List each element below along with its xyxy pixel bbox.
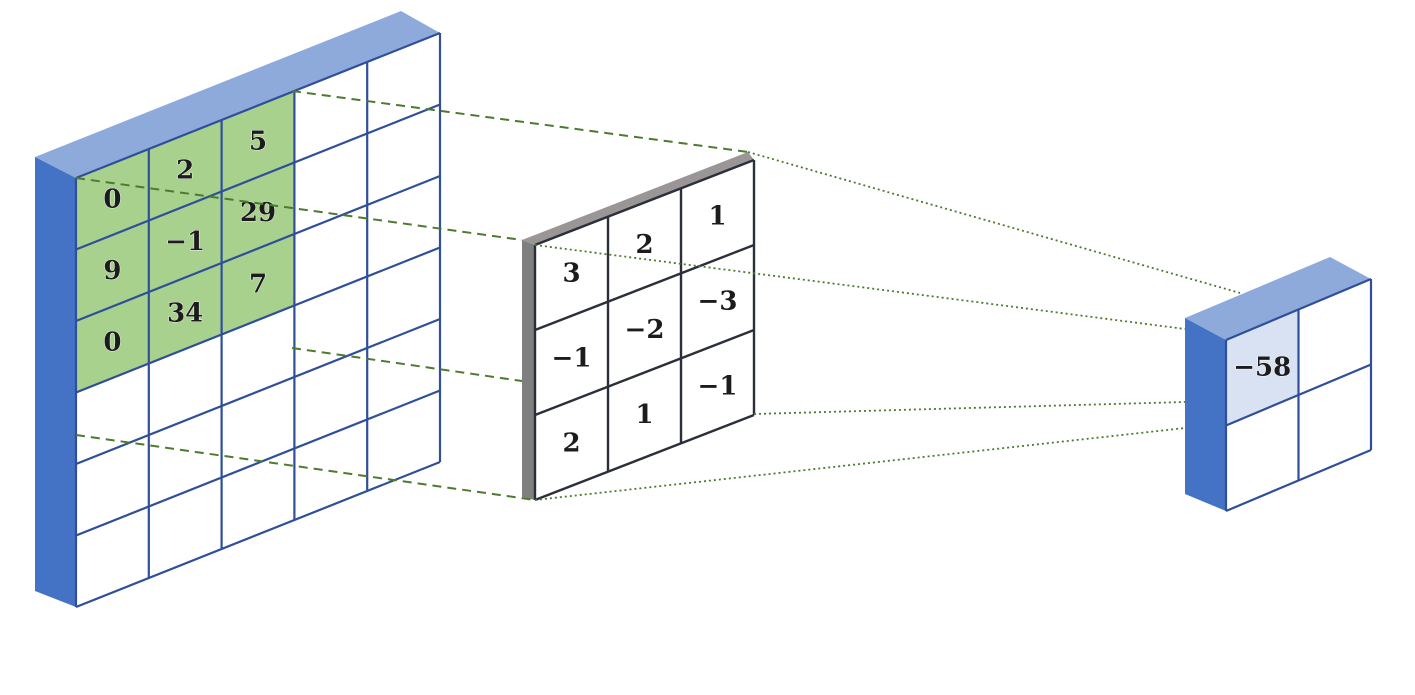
kernel-grid-row-line (534, 243, 755, 332)
input-highlight-cell (76, 149, 149, 250)
output-matrix-side-face (1185, 318, 1226, 511)
connector-input-to-kernel (291, 347, 523, 382)
output-result-cell (1226, 309, 1299, 426)
kernel-grid-row-line (534, 328, 755, 417)
kernel-cell-value: −1 (552, 343, 592, 373)
input-grid-row-line (75, 460, 441, 609)
projection-lines (75, 90, 1241, 501)
connector-kernel-to-output (747, 151, 1241, 294)
input-matrix-top-face (35, 11, 440, 178)
kernel-grid-row-line (534, 158, 755, 247)
input-grid-row-line (75, 246, 441, 394)
input-grid-row-line (75, 31, 441, 180)
input-cell-value: 2 (176, 155, 194, 185)
kernel-cell-value: 3 (562, 258, 580, 288)
input-matrix-side-face (35, 157, 76, 607)
input-highlight-cell (148, 263, 222, 364)
kernel-grid-row-line (534, 413, 755, 502)
input-highlight-cell (76, 292, 149, 393)
connector-input-to-kernel (75, 177, 523, 241)
kernel-matrix-values: 3 2 1 −1 −2 −3 2 1 −1 (551, 201, 738, 458)
input-cell-value: 5 (249, 126, 267, 156)
kernel-matrix-top-edge (522, 152, 754, 245)
input-cell-value: 0 (103, 327, 121, 357)
kernel-matrix-grid (533, 158, 756, 502)
output-result-value: −58 (1233, 352, 1292, 383)
connector-kernel-to-output (753, 401, 1186, 415)
input-cell-value: 0 (103, 184, 121, 214)
output-cell-value: −58 (1233, 353, 1291, 383)
kernel-cell-value: −3 (698, 287, 738, 317)
output-highlight-cell (1226, 309, 1299, 426)
input-highlight-cell (221, 91, 295, 192)
output-matrix-top-face (1185, 257, 1371, 340)
input-cell-value: −1 (165, 227, 205, 257)
kernel-cell-value: −2 (625, 315, 665, 345)
input-grid-row-line (75, 317, 441, 466)
input-receptive-field (76, 91, 295, 393)
kernel-matrix-front-face (535, 160, 754, 500)
input-cell-value: 7 (249, 269, 267, 299)
input-highlight-cell (221, 162, 295, 263)
connector-kernel-to-output (534, 427, 1186, 501)
input-cell-value: 34 (167, 298, 203, 328)
input-highlight-cell (76, 220, 149, 321)
input-grid-row-line (75, 103, 441, 251)
input-grid-row-line (75, 389, 441, 537)
kernel-matrix: 3 2 1 −1 −2 −3 2 1 −1 (522, 152, 756, 502)
kernel-cell-value: 2 (635, 230, 653, 260)
connector-kernel-to-output (534, 244, 1186, 330)
connector-input-to-kernel (291, 90, 749, 153)
kernel-cell-value: 2 (562, 428, 580, 458)
kernel-cell-value: −1 (698, 372, 738, 402)
kernel-cell-value: 1 (708, 202, 726, 232)
input-cell-value: 9 (103, 256, 121, 286)
input-matrix-grid (74, 31, 442, 609)
kernel-cell-value: 1 (635, 400, 653, 430)
input-highlight-cell (148, 191, 222, 292)
connector-input-to-kernel (75, 434, 536, 501)
output-matrix-grid (1224, 277, 1373, 513)
output-matrix: −58 (1185, 257, 1373, 513)
input-grid-row-line (75, 174, 441, 323)
kernel-matrix-side-edge (522, 240, 535, 500)
input-highlight-cell (221, 234, 295, 335)
